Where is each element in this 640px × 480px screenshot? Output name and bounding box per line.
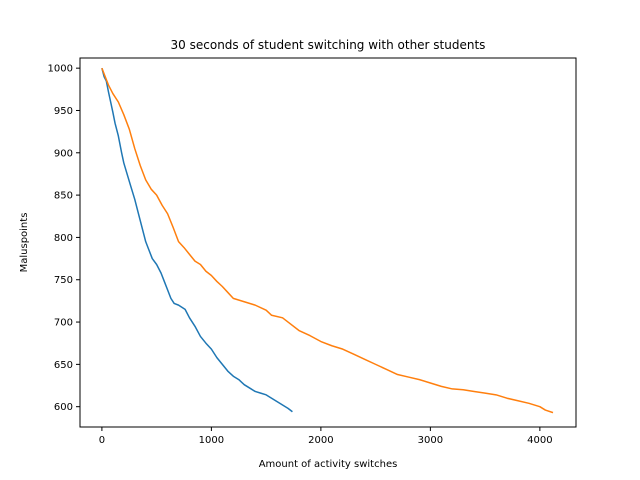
x-tick-label: 0	[99, 435, 105, 446]
plot-area	[79, 57, 577, 428]
y-tick-label: 850	[54, 191, 73, 202]
y-tick-label: 1000	[48, 64, 73, 75]
chart-title: 30 seconds of student switching with oth…	[171, 38, 486, 52]
y-tick-label: 800	[54, 233, 73, 244]
x-axis: 0 1000 2000 3000 4000	[99, 427, 553, 446]
x-tick-label: 3000	[418, 435, 443, 446]
y-tick-label: 700	[54, 318, 73, 329]
y-tick-label: 650	[54, 360, 73, 371]
y-tick-label: 600	[54, 402, 73, 413]
y-axis-title: Maluspoints	[19, 213, 30, 273]
series-line-2	[101, 67, 554, 414]
x-tick-label: 1000	[199, 435, 224, 446]
axes-frame	[79, 57, 577, 428]
series-layer	[101, 67, 554, 414]
y-tick-label: 900	[54, 148, 73, 159]
x-tick-label: 2000	[308, 435, 333, 446]
y-tick-label: 750	[54, 275, 73, 286]
x-tick-label: 4000	[527, 435, 552, 446]
x-axis-title: Amount of activity switches	[259, 459, 398, 470]
y-tick-label: 950	[54, 106, 73, 117]
y-axis: 600 650 700 750 800 850 900 950 1000	[48, 64, 80, 413]
series-line-1	[101, 67, 293, 413]
